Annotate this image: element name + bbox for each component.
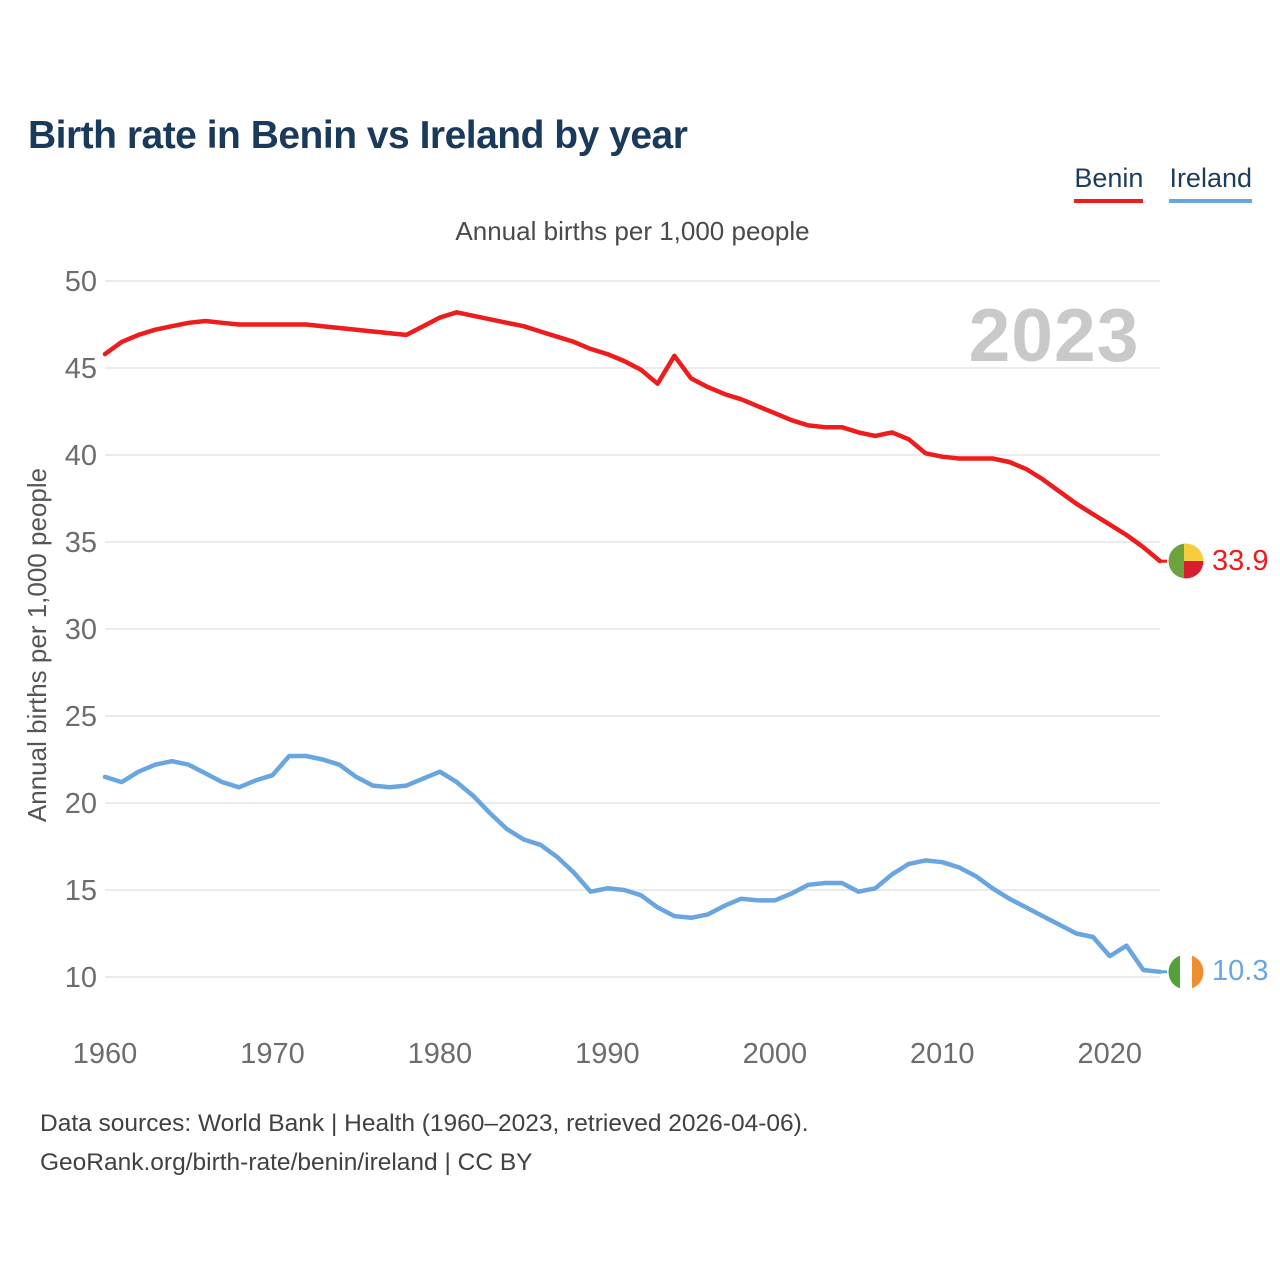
y-tick-10: 10 [65, 962, 97, 994]
y-axis-title: Annual births per 1,000 people [22, 468, 52, 822]
ireland-line[interactable] [102, 753, 1163, 975]
chart-subtitle: Annual births per 1,000 people [455, 216, 810, 246]
y-tick-50: 50 [65, 266, 97, 298]
legend: Benin Ireland [1074, 163, 1252, 203]
legend-item-ireland[interactable]: Ireland [1169, 163, 1252, 203]
benin-end-label: 33.9 [1168, 543, 1268, 579]
ireland-flag-icon [1168, 954, 1204, 990]
y-tick-30: 30 [65, 614, 97, 646]
x-tick-2000: 2000 [743, 1038, 808, 1070]
year-watermark: 2023 [968, 293, 1140, 377]
x-tick-1990: 1990 [575, 1038, 640, 1070]
footer: Data sources: World Bank | Health (1960–… [40, 1104, 809, 1182]
benin-line[interactable] [102, 310, 1163, 564]
footer-attribution: GeoRank.org/birth-rate/benin/ireland | C… [40, 1149, 533, 1176]
y-tick-40: 40 [65, 440, 97, 472]
y-tick-20: 20 [65, 788, 97, 820]
y-tick-25: 25 [65, 701, 97, 733]
page-title: Birth rate in Benin vs Ireland by year [28, 114, 688, 158]
x-tick-1970: 1970 [240, 1038, 305, 1070]
benin-end-value: 33.9 [1212, 544, 1269, 577]
y-tick-45: 45 [65, 353, 97, 385]
x-tick-1980: 1980 [408, 1038, 473, 1070]
footer-sources: Data sources: World Bank | Health (1960–… [40, 1110, 809, 1137]
ireland-end-value: 10.3 [1212, 955, 1269, 988]
y-tick-15: 15 [65, 875, 97, 907]
x-tick-1960: 1960 [73, 1038, 138, 1070]
ireland-end-label: 10.3 [1168, 954, 1268, 990]
legend-item-benin[interactable]: Benin [1074, 163, 1144, 203]
x-tick-2010: 2010 [910, 1038, 975, 1070]
x-tick-2020: 2020 [1078, 1038, 1143, 1070]
benin-flag-icon [1168, 543, 1204, 579]
y-tick-35: 35 [65, 527, 97, 559]
